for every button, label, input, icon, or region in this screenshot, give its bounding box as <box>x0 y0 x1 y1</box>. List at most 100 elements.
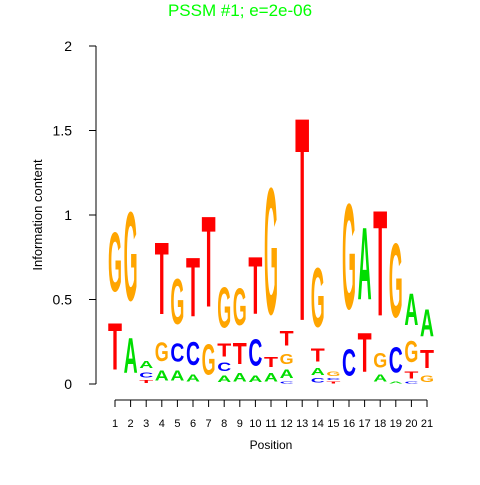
logo-letter-group: C <box>248 333 262 375</box>
x-tick-label: 19 <box>390 418 402 430</box>
logo-letter: T <box>264 354 278 371</box>
logo-letter-group: G <box>233 278 247 337</box>
x-tick-label: 21 <box>421 418 433 430</box>
logo-letter-group: G <box>373 349 387 373</box>
logo-letter-group: C <box>280 381 294 384</box>
logo-letter: A <box>311 366 325 378</box>
logo-letter: G <box>326 371 340 378</box>
logo-letter: G <box>280 350 294 367</box>
x-tick-label: 8 <box>221 418 227 430</box>
logo-letter-group: C <box>326 377 340 380</box>
logo-letter: G <box>124 187 138 328</box>
y-tick-label: 0.5 <box>53 292 73 308</box>
logo-letter-group: A <box>358 206 372 321</box>
y-tick-label: 0 <box>64 376 72 392</box>
logo-letter: T <box>373 178 387 347</box>
logo-letter: A <box>170 367 185 384</box>
logo-letter-group: A <box>170 367 185 384</box>
y-tick-label: 1 <box>64 207 72 223</box>
logo-letter: A <box>139 359 153 371</box>
x-axis-label: Position <box>250 438 293 452</box>
logo-letter-group: G <box>217 278 231 341</box>
logo-letter-group: C <box>217 361 231 374</box>
logo-letter-group: G <box>124 187 138 328</box>
logo-letter: A <box>389 381 403 384</box>
logo-letter-group: G <box>280 350 294 367</box>
x-tick-label: 5 <box>174 418 180 430</box>
logo-letter: G <box>108 215 122 309</box>
logo-letter-group: A <box>404 285 418 336</box>
logo-letter-group: C <box>389 341 403 381</box>
logo-letter: T <box>108 309 122 384</box>
logo-letter-group: A <box>233 371 247 384</box>
logo-letter: T <box>233 337 248 371</box>
logo-letter-group: A <box>311 366 325 378</box>
logo-letter: G <box>404 337 418 370</box>
logo-letter-group: G <box>311 250 325 344</box>
logo-letter: A <box>404 285 418 336</box>
logo-letter-group: A <box>420 301 434 345</box>
logo-letter-group: A <box>389 381 403 384</box>
logo-letter-group: T <box>264 354 278 371</box>
logo-letter-group: A <box>139 359 153 371</box>
logo-letter: T <box>420 346 434 374</box>
logo-letter-group: G <box>202 336 216 384</box>
logo-letter-group: T <box>108 309 122 384</box>
y-tick-label: 2 <box>64 38 72 54</box>
x-tick-label: 7 <box>206 418 212 430</box>
logo-letter: T <box>358 322 372 385</box>
x-tick-label: 6 <box>190 418 196 430</box>
x-tick-label: 11 <box>265 418 276 430</box>
logo-letter-group: T <box>404 369 418 381</box>
logo-letter-group: A <box>186 373 200 385</box>
logo-letter-group: T <box>248 240 262 331</box>
logo-letter-group: C <box>170 338 184 367</box>
logo-letter: A <box>358 206 372 321</box>
logo-letter: C <box>139 371 153 379</box>
logo-letter: T <box>139 379 153 384</box>
logo-letter-group: T <box>295 56 309 382</box>
x-tick-label: 20 <box>405 418 417 430</box>
logo-letter: C <box>342 343 356 385</box>
logo-letter: A <box>155 367 170 384</box>
logo-letter: G <box>155 336 169 367</box>
x-tick-label: 15 <box>327 418 339 430</box>
logo-letter-group: G <box>420 374 434 384</box>
logo-letter: C <box>326 377 340 380</box>
logo-letter: C <box>404 381 418 384</box>
logo-letter: G <box>202 336 216 384</box>
logo-letter-group: A <box>373 373 387 385</box>
logo-letter: C <box>170 338 184 367</box>
logo-letter: A <box>248 374 262 384</box>
logo-letter: T <box>202 189 216 334</box>
logo-letter: T <box>248 240 262 331</box>
logo-letter-group: T <box>186 241 200 335</box>
logo-letter-group: T <box>326 381 340 384</box>
logo-letter-group: G <box>170 267 184 339</box>
x-tick-label: 14 <box>312 418 324 430</box>
logo-letter-group: A <box>124 330 138 385</box>
logo-letter: T <box>295 56 309 382</box>
logo-letter-group: T <box>202 189 216 334</box>
logo-letter-group: G <box>155 336 169 367</box>
logo-letter-group: A <box>217 374 231 384</box>
logo-letter: A <box>420 301 434 345</box>
logo-letter: A <box>186 373 200 385</box>
x-tick-label: 13 <box>296 418 308 430</box>
logo-letter: T <box>217 341 231 361</box>
logo-letter: C <box>248 333 262 375</box>
x-tick-label: 9 <box>237 418 243 430</box>
logo-letter-group: A <box>155 367 170 384</box>
logo-letter-group: T <box>280 326 295 350</box>
logo-letter: T <box>186 241 200 335</box>
logo-letter: A <box>233 371 247 384</box>
logo-letter-group: T <box>420 346 434 374</box>
logo-letter-group: T <box>373 178 387 347</box>
logo-letter: G <box>264 152 278 353</box>
y-tick-label: 1.5 <box>53 123 73 139</box>
logo-letter: G <box>311 250 325 344</box>
logo-letter-group: A <box>248 374 262 384</box>
logo-letter-group: A <box>264 371 278 384</box>
logo-letter-group: C <box>404 381 418 384</box>
